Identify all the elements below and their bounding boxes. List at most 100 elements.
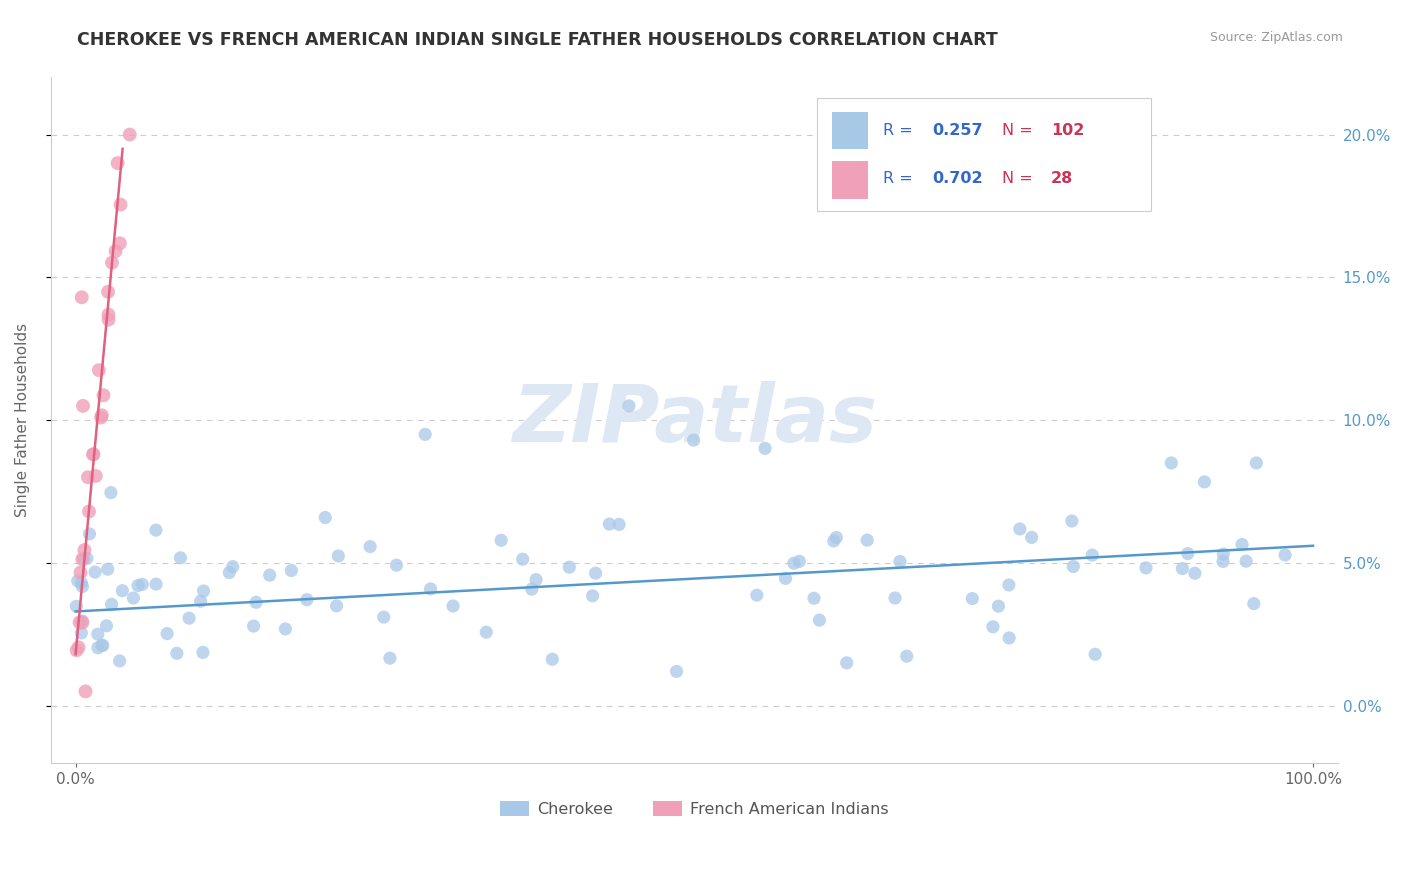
Point <box>66 574 89 588</box>
Point <box>489 533 512 548</box>
Point <box>107 156 129 170</box>
Point <box>84 469 107 483</box>
Point <box>97 285 120 299</box>
Text: 0.257: 0.257 <box>932 123 983 138</box>
Point <box>70 575 93 590</box>
Point <box>90 410 112 425</box>
Point <box>131 577 153 591</box>
Point <box>73 543 96 558</box>
Text: N =: N = <box>1002 123 1038 138</box>
Point <box>1194 475 1216 489</box>
Point <box>775 571 797 585</box>
Point <box>998 578 1021 592</box>
Point <box>104 244 127 259</box>
Point <box>1177 547 1199 561</box>
Point <box>825 531 848 545</box>
Point <box>745 588 768 602</box>
Point <box>524 573 547 587</box>
Point <box>1171 561 1194 575</box>
Point <box>166 646 188 660</box>
Point <box>110 197 132 211</box>
Point <box>1246 456 1268 470</box>
Text: Source: ZipAtlas.com: Source: ZipAtlas.com <box>1209 31 1343 45</box>
Point <box>274 622 297 636</box>
Text: 102: 102 <box>1050 123 1084 138</box>
Point <box>1021 530 1043 544</box>
Point <box>280 564 302 578</box>
Point <box>90 409 112 423</box>
Point <box>72 552 94 566</box>
Point <box>118 128 141 142</box>
Point <box>325 599 347 613</box>
Point <box>1212 547 1234 561</box>
Point <box>111 583 134 598</box>
Point <box>835 656 858 670</box>
Point <box>981 620 1004 634</box>
Point <box>169 550 191 565</box>
Point <box>682 433 704 447</box>
Point <box>67 640 90 655</box>
Point <box>1230 537 1253 551</box>
Point <box>803 591 825 606</box>
Y-axis label: Single Father Households: Single Father Households <box>15 323 30 517</box>
Point <box>190 594 212 608</box>
Point <box>607 517 630 532</box>
Point <box>754 442 776 456</box>
FancyBboxPatch shape <box>832 161 868 199</box>
Point <box>295 592 318 607</box>
Point <box>77 470 100 484</box>
Point <box>884 591 907 605</box>
Point <box>177 611 200 625</box>
Point <box>108 236 131 251</box>
Point <box>413 427 436 442</box>
Point <box>520 582 543 596</box>
Point <box>856 533 879 548</box>
Point <box>191 645 214 659</box>
Point <box>100 485 122 500</box>
Point <box>100 598 122 612</box>
Point <box>91 638 114 652</box>
Point <box>75 684 97 698</box>
Text: N =: N = <box>1002 170 1038 186</box>
Point <box>359 540 381 554</box>
Point <box>314 510 336 524</box>
Text: ZIPatlas: ZIPatlas <box>512 381 877 459</box>
Point <box>789 554 811 568</box>
Point <box>541 652 564 666</box>
Point <box>962 591 984 606</box>
Point <box>259 568 281 582</box>
Point <box>97 308 120 322</box>
Point <box>889 554 911 568</box>
Point <box>87 627 110 641</box>
Point <box>617 399 640 413</box>
Point <box>87 363 110 377</box>
Point <box>77 504 100 518</box>
Point <box>242 619 264 633</box>
Point <box>97 312 120 326</box>
Point <box>373 610 395 624</box>
Point <box>998 631 1021 645</box>
Point <box>558 560 581 574</box>
Point <box>896 649 918 664</box>
Point <box>665 665 688 679</box>
Point <box>79 527 101 541</box>
Point <box>385 558 408 573</box>
Point <box>108 654 131 668</box>
Point <box>87 640 110 655</box>
Point <box>145 523 167 537</box>
Point <box>245 595 267 609</box>
Point <box>1234 554 1257 568</box>
Point <box>598 517 620 532</box>
Point <box>419 582 441 596</box>
Point <box>72 399 94 413</box>
Point <box>69 566 91 580</box>
Point <box>90 639 112 653</box>
Legend: Cherokee, French American Indians: Cherokee, French American Indians <box>494 795 894 823</box>
Text: CHEROKEE VS FRENCH AMERICAN INDIAN SINGLE FATHER HOUSEHOLDS CORRELATION CHART: CHEROKEE VS FRENCH AMERICAN INDIAN SINGL… <box>77 31 998 49</box>
Point <box>1243 597 1265 611</box>
Point <box>72 614 94 628</box>
Point <box>101 255 124 269</box>
Point <box>82 447 104 461</box>
Point <box>93 388 115 402</box>
Point <box>156 626 179 640</box>
